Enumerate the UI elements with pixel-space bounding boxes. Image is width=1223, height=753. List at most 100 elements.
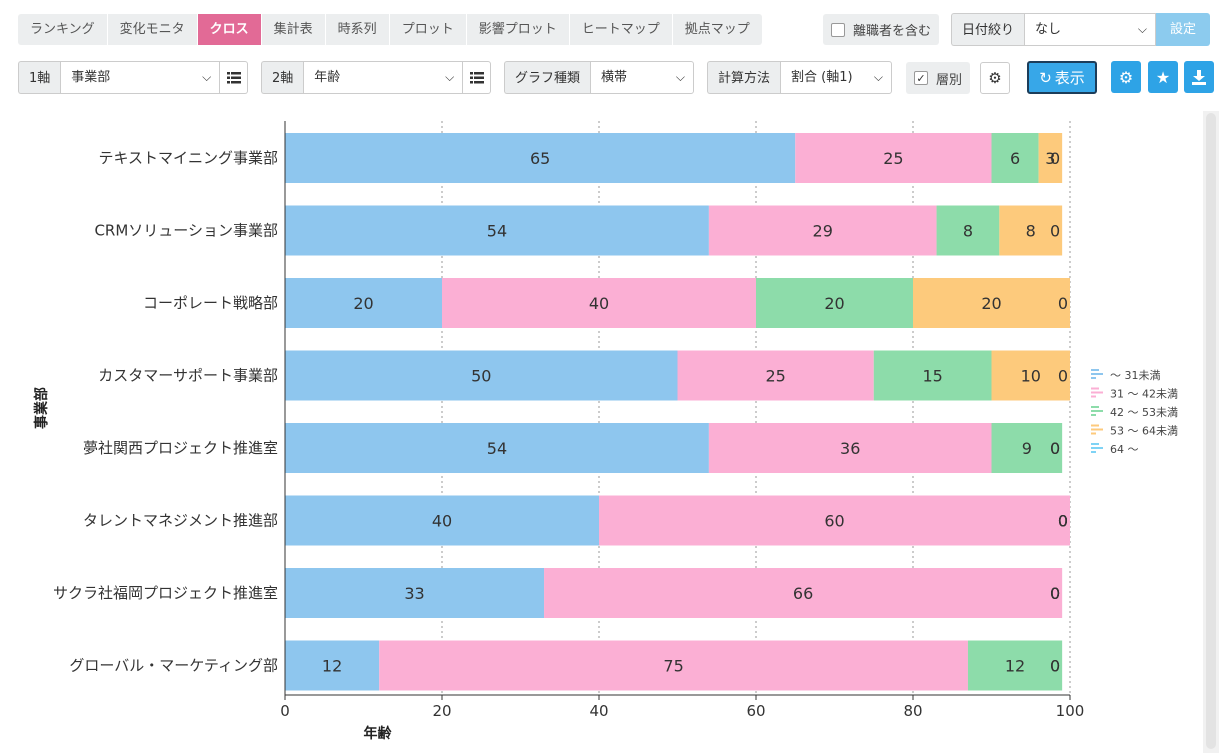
bar-segment-2-1: [442, 278, 756, 328]
axis1-group: 1軸 事業部 ⌵: [18, 61, 249, 94]
data-label-2-1: 40: [589, 294, 609, 313]
view-tabs: ランキング 変化モニタ クロス 集計表 時系列 プロット 影響プロット ヒートマップ 拠点マップ: [18, 14, 762, 45]
data-label-1-2: 8: [963, 222, 973, 241]
legend-swatch-3-a: [1091, 424, 1099, 427]
axis1-value: 事業部: [71, 70, 111, 85]
date-filter-value: なし: [1035, 22, 1062, 37]
vertical-scrollbar[interactable]: [1203, 111, 1219, 753]
include-retired-toggle[interactable]: 離職者を含む: [823, 14, 940, 45]
tab-0[interactable]: ランキング: [18, 14, 108, 45]
legend-swatch-1-a: [1091, 387, 1099, 390]
category-label-6: サクラ社福岡プロジェクト推進室: [53, 584, 278, 602]
star-icon: ★: [1155, 67, 1171, 87]
scrollbar-thumb[interactable]: [1206, 113, 1216, 749]
data-label-6-0: 33: [404, 584, 424, 603]
chart-options-button[interactable]: ⚙: [980, 62, 1010, 94]
chevron-down-icon: ⌵: [445, 70, 455, 84]
data-label-1-4: 0: [1050, 222, 1060, 241]
date-filter-label: 日付絞り: [951, 13, 1025, 46]
legend-swatch-0-b: [1091, 373, 1103, 375]
data-label-4-1: 36: [840, 439, 860, 458]
legend-label-1: 31 ～ 42未満: [1110, 388, 1178, 401]
data-label-0-3: 3: [1045, 149, 1055, 168]
tab-4[interactable]: 時系列: [325, 14, 390, 45]
axis2-label: 2軸: [261, 61, 304, 94]
calc-method-group: 計算方法 割合 (軸1) ⌵: [707, 61, 893, 94]
legend-swatch-2-c: [1091, 414, 1096, 416]
chevron-down-icon: ⌵: [1137, 22, 1148, 36]
legend-swatch-0-a: [1091, 369, 1099, 371]
data-label-7-3: 0: [1050, 657, 1060, 676]
data-label-1-1: 29: [813, 222, 833, 241]
tab-6[interactable]: 影響プロット: [466, 14, 570, 45]
x-tick-label-4: 80: [903, 702, 922, 720]
data-label-3-2: 15: [922, 367, 942, 386]
tab-1[interactable]: 変化モニタ: [107, 14, 198, 45]
include-retired-checkbox[interactable]: [831, 22, 845, 37]
legend-swatch-3-b: [1091, 428, 1103, 431]
data-label-2-2: 20: [824, 294, 844, 313]
download-button[interactable]: [1184, 61, 1214, 93]
y-axis-title: 事業部: [33, 387, 50, 429]
data-label-5-4: 0: [1058, 512, 1068, 531]
bar-segment-1-1: [708, 205, 937, 256]
legend-swatch-2-a: [1091, 406, 1099, 408]
legend-label-3: 53 ～ 64未満: [1110, 425, 1178, 438]
graph-type-value: 横帯: [601, 70, 628, 85]
favorite-button[interactable]: ★: [1148, 61, 1178, 93]
show-button[interactable]: ↻ 表示: [1027, 61, 1097, 94]
bar-segment-0-1: [795, 133, 992, 183]
data-label-4-3: 0: [1050, 439, 1060, 458]
list-icon: [469, 71, 484, 83]
bar-segment-7-0: [285, 640, 380, 691]
layer-toggle[interactable]: ✓ 層別: [906, 62, 971, 94]
graph-type-select[interactable]: 横帯 ⌵: [590, 61, 695, 94]
legend-swatch-1-c: [1091, 395, 1096, 398]
data-label-5-0: 40: [432, 512, 452, 531]
layer-checkbox[interactable]: ✓: [914, 71, 928, 85]
list-icon: [226, 71, 241, 83]
data-label-7-4: 0: [1050, 657, 1060, 676]
bar-segment-6-0: [285, 568, 545, 618]
date-filter-settings-button[interactable]: 設定: [1156, 13, 1211, 46]
axis2-list-button[interactable]: [463, 61, 492, 94]
data-label-1-0: 54: [487, 222, 507, 241]
data-label-2-0: 20: [353, 294, 373, 313]
data-label-6-2: 0: [1050, 584, 1060, 603]
axis2-value: 年齢: [314, 70, 341, 85]
tab-8[interactable]: 拠点マップ: [672, 14, 762, 45]
tab-5[interactable]: プロット: [389, 14, 467, 45]
axis1-select[interactable]: 事業部 ⌵: [60, 61, 221, 94]
legend-swatch-4-a: [1091, 443, 1099, 445]
bar-segment-4-2: [991, 423, 1063, 473]
x-tick-label-3: 60: [746, 702, 765, 720]
legend-swatch-3-c: [1091, 432, 1096, 435]
bar-segment-5-1: [599, 495, 1070, 546]
bar-segment-7-1: [379, 640, 968, 691]
x-tick-label-5: 100: [1056, 702, 1085, 720]
axis1-list-button[interactable]: [220, 61, 249, 94]
calc-method-label: 計算方法: [707, 61, 781, 94]
data-label-7-2: 12: [1005, 657, 1025, 676]
x-tick-label-1: 20: [432, 702, 451, 720]
axis2-select[interactable]: 年齢 ⌵: [303, 61, 464, 94]
date-filter-select[interactable]: なし ⌵: [1024, 13, 1157, 46]
bar-segment-2-0: [285, 278, 442, 328]
category-label-4: 夢社関西プロジェクト推進室: [83, 439, 278, 457]
bar-segment-1-3: [999, 205, 1063, 256]
legend-label-0: ～ 31未満: [1110, 369, 1161, 382]
tab-3[interactable]: 集計表: [261, 14, 326, 45]
data-label-5-1: 60: [824, 512, 844, 531]
calc-method-select[interactable]: 割合 (軸1) ⌵: [780, 61, 893, 94]
settings-button[interactable]: ⚙: [1111, 61, 1141, 93]
tab-2[interactable]: クロス: [197, 14, 262, 45]
bar-segment-4-0: [285, 423, 709, 473]
legend-swatch-4-c: [1091, 451, 1096, 453]
category-label-1: CRMソリューション事業部: [94, 222, 278, 240]
chevron-down-icon: ⌵: [675, 70, 686, 84]
legend-label-4: 64 ～: [1110, 443, 1139, 456]
tab-7[interactable]: ヒートマップ: [569, 14, 673, 45]
download-icon: [1192, 69, 1206, 85]
legend-swatch-0-c: [1091, 377, 1096, 379]
legend-swatch-4-b: [1091, 447, 1103, 449]
